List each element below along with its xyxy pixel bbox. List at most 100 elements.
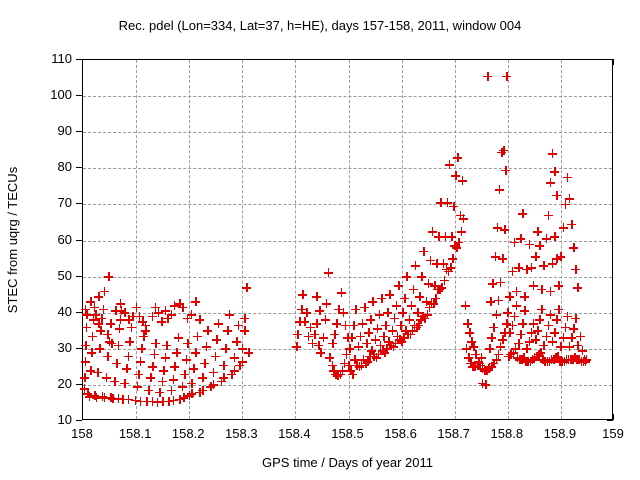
data-point-marker (416, 315, 426, 325)
data-point-marker (468, 362, 478, 372)
data-point-marker (295, 317, 305, 327)
data-point-marker (376, 293, 386, 303)
data-point-marker (494, 185, 504, 195)
data-point-marker (411, 322, 421, 332)
data-point-marker (484, 364, 494, 374)
data-point-marker (448, 254, 458, 264)
data-point-marker (455, 210, 465, 220)
data-point-marker (115, 299, 125, 309)
data-point-marker (224, 310, 234, 319)
data-point-marker (377, 346, 387, 356)
data-point-marker (524, 337, 534, 347)
data-point-marker (511, 300, 521, 310)
data-point-marker (358, 355, 368, 365)
data-point-marker (516, 329, 526, 339)
data-point-marker (175, 299, 185, 309)
y-axis-tick (76, 347, 82, 349)
data-point-marker (495, 342, 505, 352)
data-point-marker (239, 326, 249, 336)
y-axis-tick-label: 110 (51, 51, 72, 66)
data-point-marker (482, 365, 492, 375)
data-point-marker (460, 300, 470, 310)
x-axis-tick (613, 59, 614, 65)
data-point-marker (354, 362, 364, 372)
data-point-marker (425, 255, 435, 265)
y-axis-tick (76, 95, 82, 97)
data-point-marker (168, 395, 178, 405)
data-point-marker (507, 266, 517, 276)
data-point-marker (348, 369, 358, 379)
x-axis-label: GPS time / Days of year 2011 (262, 455, 433, 470)
data-point-marker (374, 310, 384, 319)
data-point-marker (318, 333, 328, 343)
data-point-marker (581, 355, 591, 365)
data-point-marker (422, 310, 432, 319)
data-point-marker (152, 397, 162, 407)
data-point-marker (379, 331, 389, 341)
x-axis-tick-label: 158.7 (437, 426, 470, 441)
data-point-marker (565, 355, 575, 365)
data-point-marker (545, 178, 555, 188)
data-point-marker (325, 353, 335, 363)
gridline-vertical (560, 60, 562, 419)
gridline-vertical (401, 60, 403, 419)
data-point-marker (476, 353, 486, 363)
y-axis-tick (76, 203, 82, 205)
data-point-marker (163, 396, 173, 406)
data-point-marker (166, 310, 176, 319)
data-point-marker (528, 281, 538, 291)
data-point-marker (192, 331, 202, 341)
data-point-marker (509, 237, 519, 247)
data-point-marker (538, 355, 548, 365)
plot-area (79, 59, 613, 420)
data-point-marker (200, 358, 210, 368)
data-point-marker (201, 342, 211, 352)
data-point-marker (431, 293, 441, 303)
data-point-marker (356, 360, 366, 370)
data-point-marker (328, 338, 338, 348)
data-point-marker (116, 306, 126, 316)
data-point-marker (408, 284, 418, 294)
data-point-marker (178, 302, 188, 312)
data-point-marker (477, 364, 487, 374)
data-point-marker (148, 362, 158, 372)
data-point-marker (531, 351, 541, 361)
data-point-marker (534, 349, 544, 359)
data-point-marker (222, 326, 232, 336)
data-point-marker (355, 331, 365, 341)
data-point-marker (520, 291, 530, 301)
data-point-marker (126, 322, 136, 332)
data-point-marker (471, 349, 481, 359)
data-point-marker (381, 320, 391, 330)
data-point-marker (518, 208, 528, 218)
data-point-marker (513, 263, 523, 273)
data-point-marker (123, 351, 133, 361)
data-point-marker (452, 243, 462, 253)
data-point-marker (300, 317, 310, 327)
data-point-marker (122, 364, 132, 374)
gridline-horizontal (83, 168, 612, 170)
data-point-marker (320, 315, 330, 325)
data-point-marker (210, 351, 220, 361)
y-axis-tick (76, 167, 82, 169)
data-point-marker (135, 356, 145, 366)
data-point-marker (561, 355, 571, 365)
data-point-marker (392, 331, 402, 341)
data-point-marker (560, 322, 570, 332)
data-point-marker (305, 322, 315, 332)
data-point-marker (517, 355, 527, 365)
x-axis-tick-label: 158 (71, 426, 93, 441)
data-point-marker (404, 315, 414, 325)
data-point-marker (312, 291, 322, 301)
data-point-marker (564, 194, 574, 204)
data-point-marker (491, 355, 501, 365)
data-point-marker (89, 302, 99, 312)
gridline-horizontal (83, 204, 612, 206)
data-point-marker (135, 396, 145, 406)
data-point-marker (231, 337, 241, 347)
data-point-marker (87, 331, 97, 341)
data-point-marker (511, 286, 521, 296)
y-axis-tick (76, 275, 82, 277)
x-axis-tick-label: 158.4 (278, 426, 311, 441)
data-point-marker (327, 360, 337, 370)
